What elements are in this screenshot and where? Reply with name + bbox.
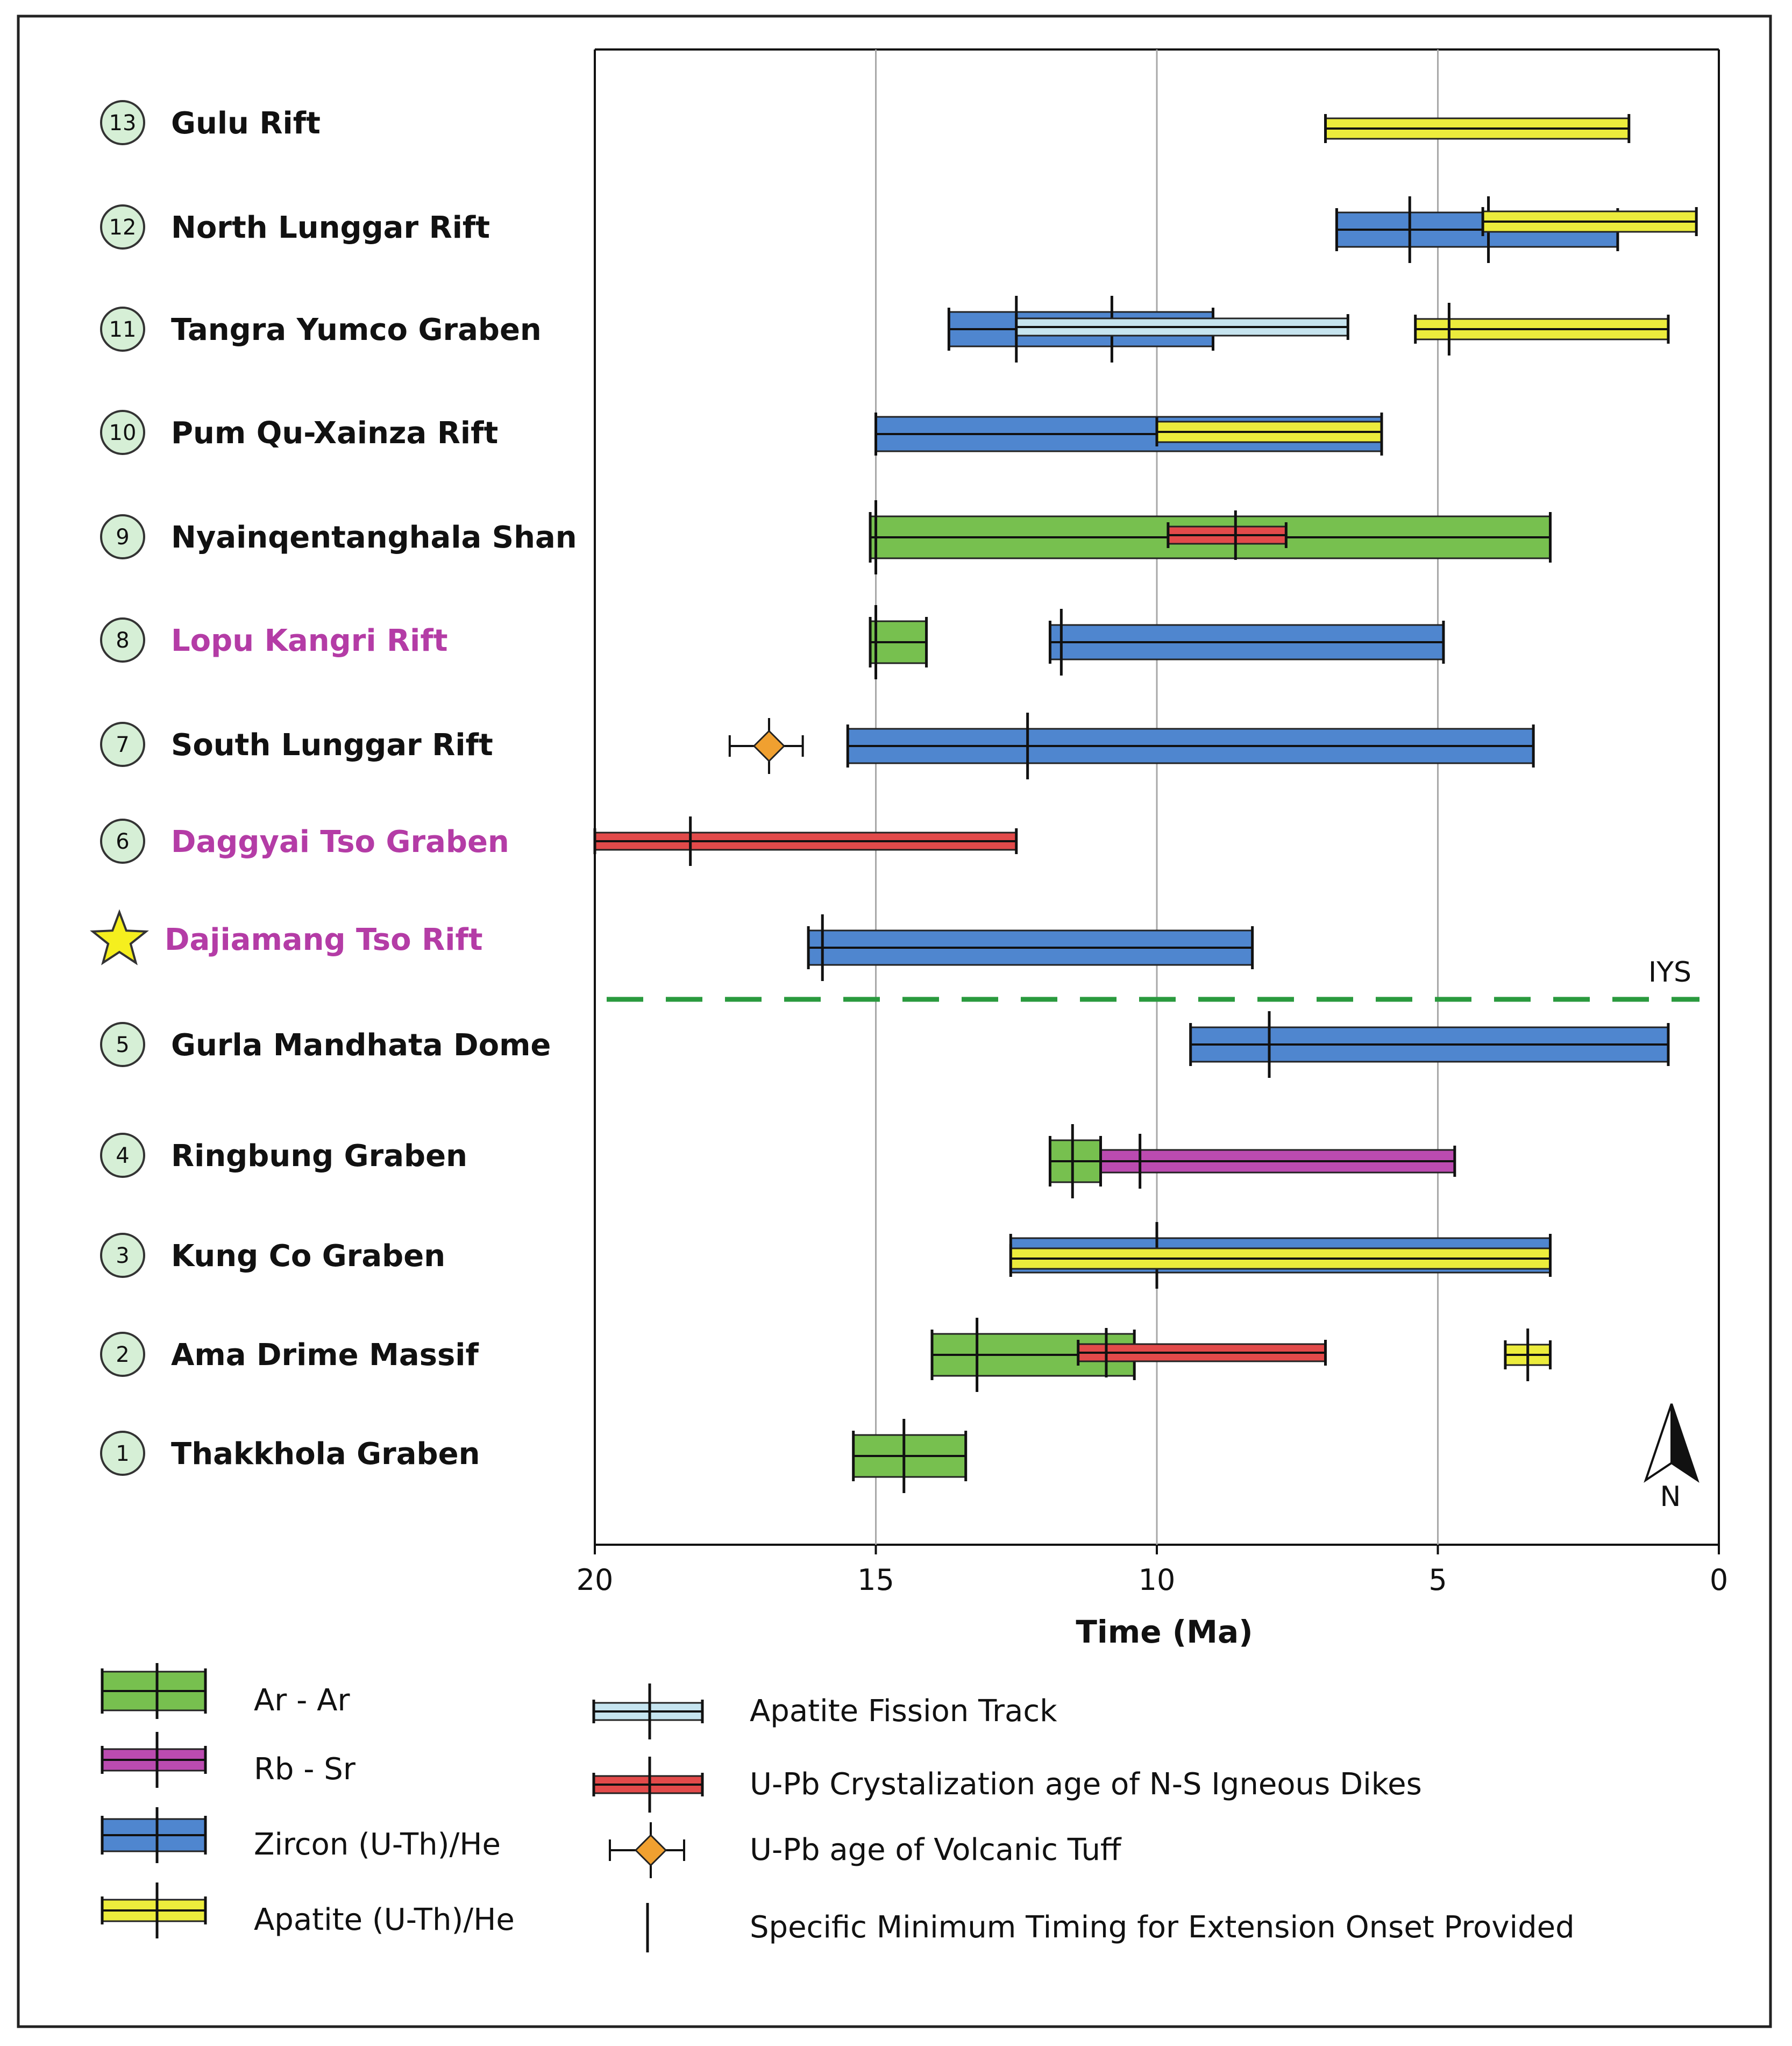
row-label: Ringbung Graben [171,1139,467,1174]
row-number: 3 [116,1244,129,1268]
row-label: Daggyai Tso Graben [171,825,509,859]
row-label: Lopu Kangri Rift [171,623,448,658]
row-number-badge [100,307,145,352]
row-label: North Lunggar Rift [171,210,490,245]
row-number-badge [100,819,145,864]
x-tick-label: 0 [1710,1563,1728,1597]
row-number: 6 [116,829,129,854]
legend: Ar - Ar Rb - Sr Zircon (U-Th)/He Apatite (U… [101,1663,1575,1952]
row-number: 11 [109,317,137,342]
row-number: 2 [116,1342,129,1367]
legend-label: Apatite (U-Th)/He [254,1902,515,1937]
row-number-badge [100,410,145,455]
row-label: Gulu Rift [171,106,321,141]
north-label: N [1660,1481,1681,1513]
legend-label: Specific Minimum Timing for Extension On… [750,1910,1575,1945]
row-label: Thakkhola Graben [171,1437,480,1472]
row-number-badge [100,1133,145,1178]
row-number: 10 [109,421,137,445]
row-label: Tangra Yumco Graben [171,312,542,347]
row-number-badge [100,1332,145,1377]
iys-label: IYS [1648,956,1691,989]
row-number-badge [100,100,145,145]
row-number: 1 [116,1441,129,1466]
row-number-badge [100,204,145,250]
row-number-badge [100,722,145,767]
row-label: Kung Co Graben [171,1239,445,1274]
north-arrow-icon: N [1644,1403,1699,1513]
row-label: Gurla Mandhata Dome [171,1028,551,1063]
row-number-badge [100,617,145,663]
row-number: 9 [116,525,129,550]
row-label: Ama Drime Massif [171,1338,479,1373]
row-number-badge [100,514,145,559]
row-number: 8 [116,628,129,653]
row-number: 5 [116,1033,129,1057]
tuff-diamond-icon [752,729,786,763]
legend-label: Ar - Ar [254,1683,350,1718]
row-number: 13 [109,111,137,136]
row-label: Nyainqentanghala Shan [171,520,577,555]
row-number-badge [100,1431,145,1476]
row-number: 12 [109,215,137,240]
north-arrow-right-half [1670,1403,1699,1483]
bars-layer [593,114,1698,1493]
x-tick-label: 15 [857,1563,894,1597]
row-number: 4 [116,1143,129,1168]
legend-label: U-Pb Crystalization age of N-S Igneous D… [750,1767,1422,1802]
row-label: Dajiamang Tso Rift [165,922,483,957]
grid-lines [875,49,1439,1545]
figure-frame [17,15,1772,2028]
star-icon [90,909,149,965]
row-number-badge [100,1233,145,1278]
row-label: Pum Qu-Xainza Rift [171,416,498,451]
row-label: South Lunggar Rift [171,728,493,763]
x-axis-title: Time (Ma) [1076,1614,1253,1650]
row-number-badge [100,1022,145,1067]
legend-label: U-Pb age of Volcanic Tuff [750,1832,1122,1867]
x-tick-label: 20 [577,1563,614,1597]
legend-tuff-diamond-icon [634,1834,667,1867]
iys-boundary: IYS [607,956,1699,1002]
legend-label: Zircon (U-Th)/He [254,1827,501,1862]
legend-label: Rb - Sr [254,1752,356,1787]
row-number: 7 [116,733,129,757]
x-tick-label: 10 [1139,1563,1176,1597]
legend-label: Apatite Fission Track [750,1694,1057,1729]
x-axis: Time (Ma) 20 15 10 5 0 [577,1545,1728,1650]
x-tick-label: 5 [1428,1563,1447,1597]
